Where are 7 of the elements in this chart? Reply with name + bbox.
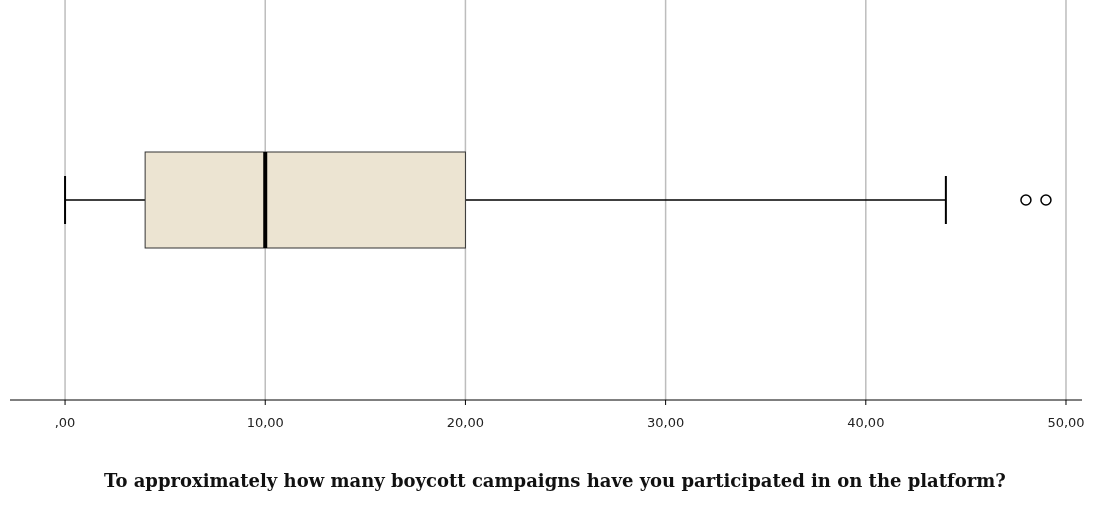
x-tick-label: 30,00: [647, 415, 685, 430]
x-tick-label: ,00: [54, 415, 76, 430]
x-tick-label: 40,00: [847, 415, 885, 430]
x-tick-label: 20,00: [446, 415, 485, 430]
x-axis-title: To approximately how many boycott campaigns have you participated in on the platform?: [104, 470, 1006, 491]
x-tick-label: 10,00: [246, 415, 284, 430]
x-tick-label: 50,00: [1047, 415, 1085, 430]
